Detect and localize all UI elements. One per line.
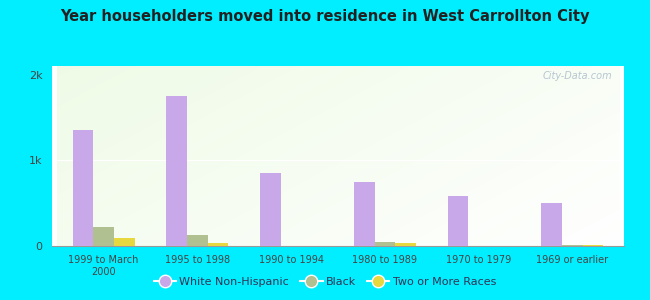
Bar [354,182,374,246]
Bar [93,227,114,246]
Bar [562,245,583,246]
Bar [207,243,228,246]
Bar [541,203,562,246]
Bar [374,242,395,246]
Text: Year householders moved into residence in West Carrollton City: Year householders moved into residence i… [60,9,590,24]
Bar [583,245,603,246]
Bar [395,243,416,246]
Bar [114,238,135,246]
Bar [187,235,207,246]
Text: City-Data.com: City-Data.com [543,71,612,81]
Bar [260,173,281,246]
Legend: White Non-Hispanic, Black, Two or More Races: White Non-Hispanic, Black, Two or More R… [150,273,500,291]
Bar [166,96,187,246]
Bar [448,196,469,246]
Bar [73,130,93,246]
